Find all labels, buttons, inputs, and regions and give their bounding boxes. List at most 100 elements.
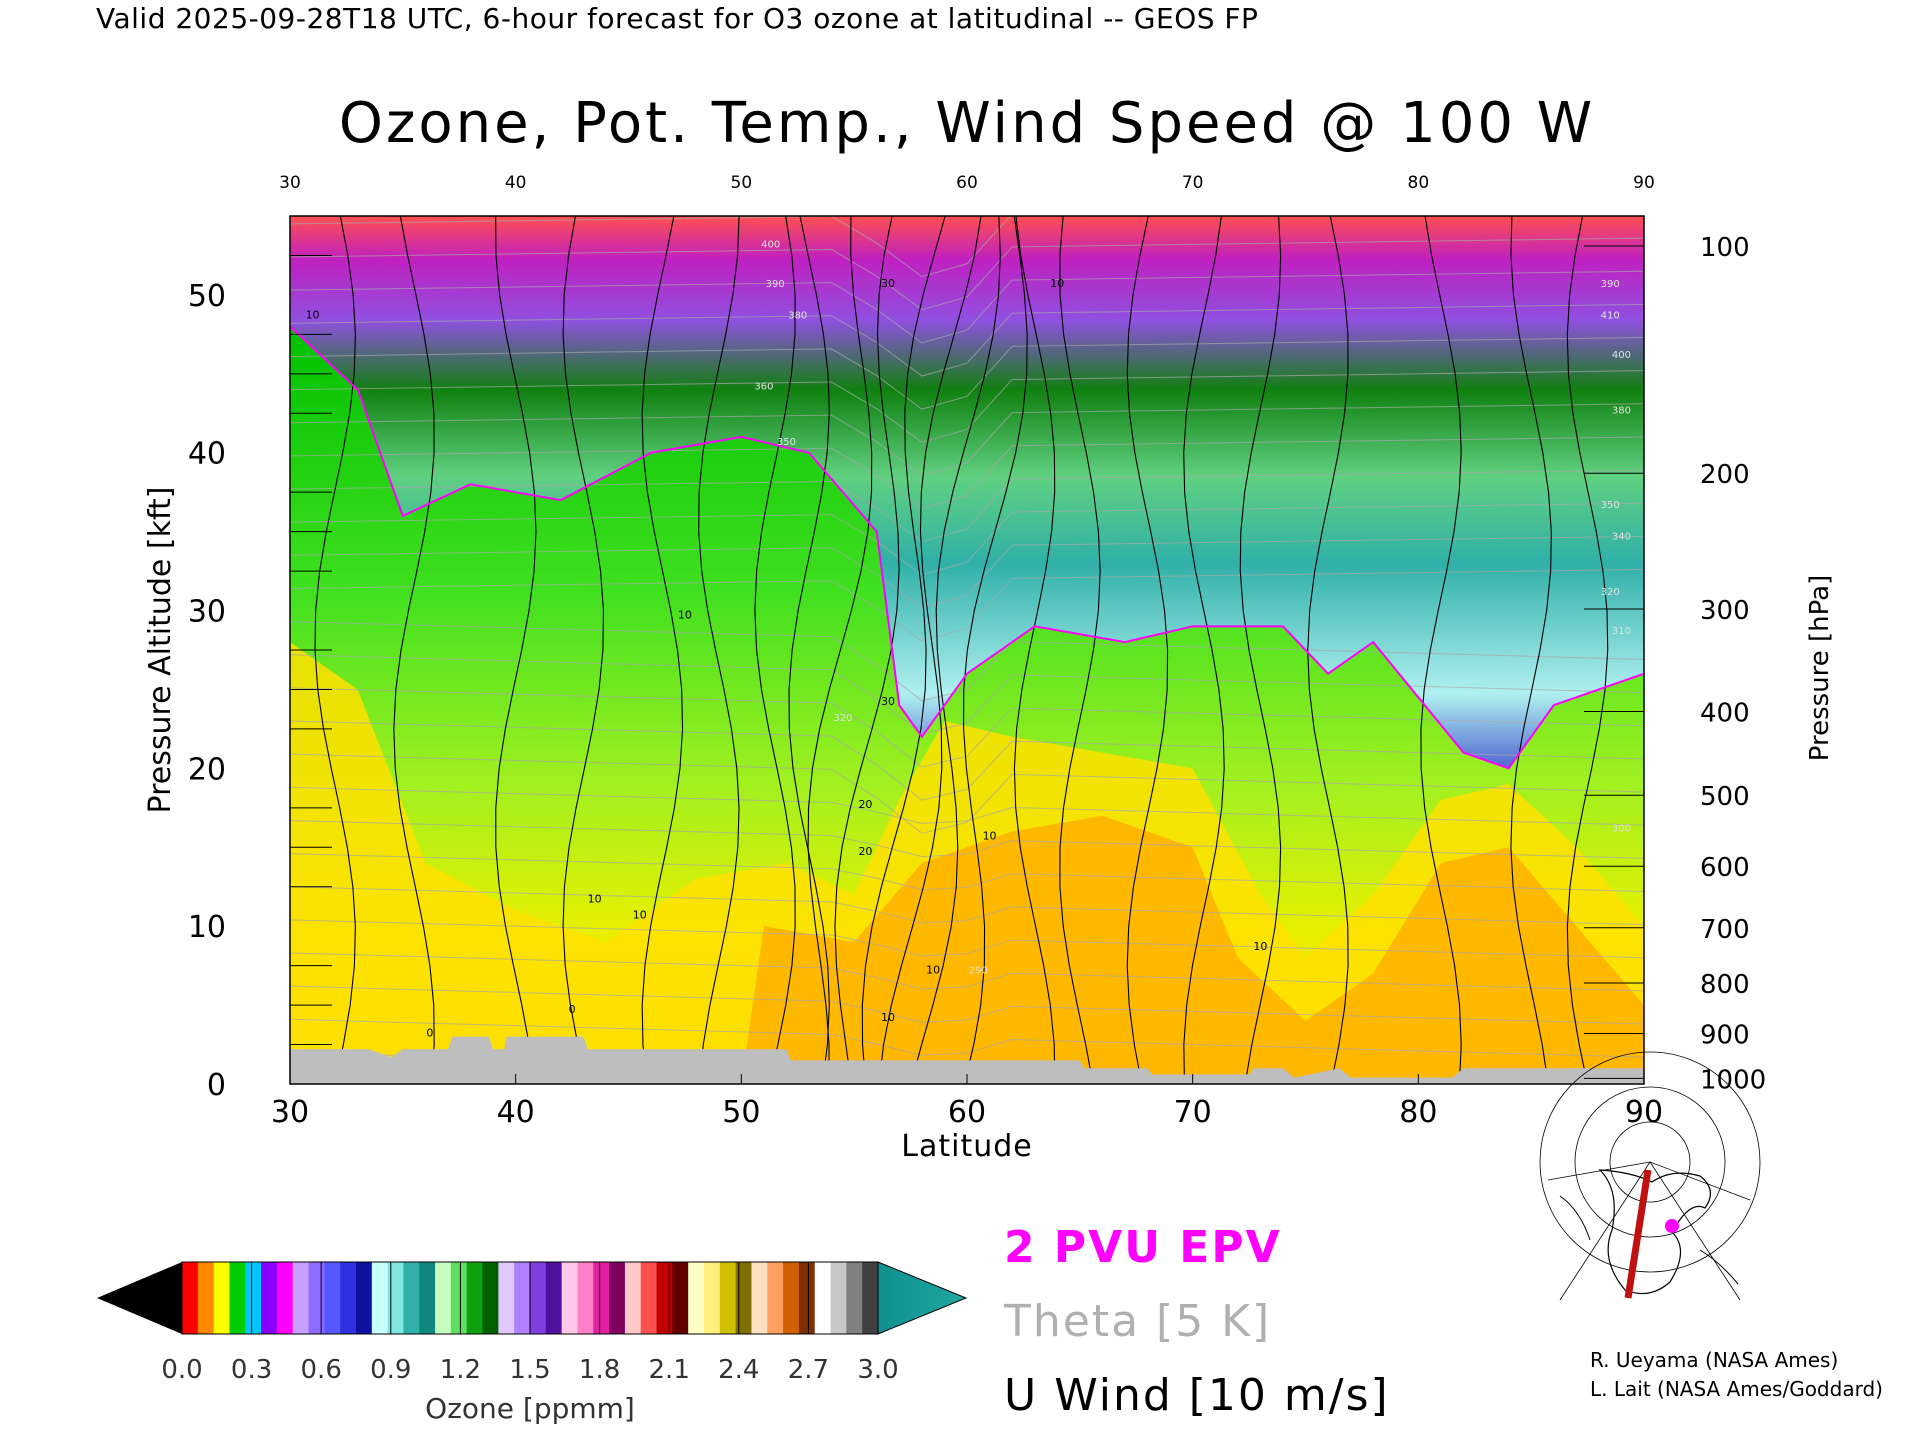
colorbar-tick-label: 2.1 [649, 1355, 690, 1385]
north-america-polar-map-icon [1539, 1051, 1761, 1310]
x-tick-label: 50 [722, 1095, 760, 1130]
colorbar-tick-label: 0.3 [231, 1355, 272, 1385]
theta-contour-label: 390 [766, 279, 785, 290]
pressure-tick-label: 500 [1700, 782, 1750, 812]
colorbar-swatch [229, 1262, 246, 1334]
wind-contour-label: 10 [588, 893, 602, 906]
theta-contour-label: 350 [777, 437, 796, 448]
colorbar-swatch [514, 1262, 531, 1334]
meridian-line [1649, 1161, 1741, 1301]
colorbar-tick-label: 2.4 [718, 1355, 759, 1385]
credit-line-1: R. Ueyama (NASA Ames) [1590, 1348, 1839, 1372]
x-top-tick-label: 60 [956, 173, 978, 193]
colorbar-swatch [735, 1262, 752, 1334]
x-tick-label: 70 [1174, 1095, 1212, 1130]
colorbar-tick-label: 3.0 [857, 1355, 898, 1385]
theta-contour-line [290, 985, 1644, 1025]
wind-contour-line [562, 216, 605, 1084]
colorbar-swatch [182, 1262, 199, 1334]
theta-contour-line [290, 436, 1644, 510]
credit-line-2: L. Lait (NASA Ames/Goddard) [1590, 1377, 1883, 1401]
colorbar-swatch [577, 1262, 594, 1334]
wind-contour-label: 10 [306, 309, 320, 322]
colorbar-swatch [276, 1262, 294, 1334]
colorbar-swatch [435, 1262, 452, 1334]
colorbar-tick-label: 1.8 [579, 1355, 620, 1385]
colorbar-swatch [387, 1262, 404, 1334]
coastline-detail [1559, 1195, 1739, 1285]
wind-contour-line [1059, 216, 1101, 1084]
wind-contour-line [807, 216, 873, 1084]
colorbar-swatch [466, 1262, 484, 1334]
wind-contour-line [1126, 216, 1169, 1084]
credits: R. Ueyama (NASA Ames) L. Lait (NASA Ames… [1590, 1346, 1883, 1404]
theta-contour-line [290, 952, 1644, 992]
x-top-tick-label: 50 [731, 173, 753, 193]
header-line: Valid 2025-09-28T18 UTC, 6-hour forecast… [96, 2, 1259, 35]
legend-entry: Theta [5 K] [1003, 1296, 1271, 1347]
theta-contour-label: 310 [1612, 626, 1631, 637]
colorbar-swatch [814, 1262, 832, 1334]
colorbar-swatch [245, 1262, 262, 1334]
colorbar-over-triangle [877, 1261, 968, 1335]
theta-contour-label: 350 [1601, 500, 1620, 511]
colorbar-swatch [324, 1262, 341, 1334]
colorbar-swatch [767, 1262, 784, 1334]
tropopause-2pvu-line [290, 325, 1644, 770]
meridian-line [1559, 1161, 1651, 1301]
wind-contour-line [495, 216, 537, 1084]
theta-contour-label: 410 [1601, 311, 1620, 322]
theta-contour-line [290, 569, 1644, 642]
latitude-circle [1539, 1051, 1761, 1273]
wind-contours [314, 216, 1609, 1084]
y-tick-label: 10 [188, 910, 226, 945]
pressure-tick-label: 600 [1700, 853, 1750, 883]
colorbar-swatch [450, 1262, 468, 1334]
colorbar-swatch [672, 1262, 689, 1334]
meridian-line [1547, 1161, 1651, 1181]
colorbar-swatch [688, 1262, 705, 1334]
location-marker [1665, 1219, 1679, 1233]
x-top-tick-label: 80 [1408, 173, 1430, 193]
pressure-tick-label: 400 [1700, 699, 1750, 729]
wind-contour-label: 0 [426, 1027, 433, 1040]
wind-contour-line [754, 216, 796, 1084]
cross-section-line [1624, 1169, 1652, 1299]
theta-contour-label: 320 [833, 713, 852, 724]
pressure-tick-label: 800 [1700, 970, 1750, 1000]
colorbar-label: Ozone [ppmm] [425, 1392, 635, 1425]
x-top-tick-label: 40 [505, 173, 527, 193]
wind-contour-line [878, 216, 982, 1084]
x-tick-label: 40 [497, 1095, 535, 1130]
pressure-tick-label: 200 [1700, 460, 1750, 490]
chart-title: Ozone, Pot. Temp., Wind Speed @ 100 W [339, 91, 1595, 156]
theta-contour-label: 360 [754, 382, 773, 393]
theta-contour-line [290, 654, 1644, 735]
wind-contour-label: 0 [569, 1003, 576, 1016]
legend-entry: U Wind [10 m/s] [1004, 1370, 1390, 1421]
pressure-tick-label: 700 [1700, 915, 1750, 945]
colorbar-swatch [719, 1262, 737, 1334]
wind-contour-label: 10 [881, 1011, 895, 1024]
colorbar-swatch [624, 1262, 642, 1334]
theta-contour-label: 340 [1612, 532, 1631, 543]
wind-contour-line [788, 216, 830, 1084]
colorbar-swatch [704, 1262, 721, 1334]
wind-contour-label: 10 [1253, 940, 1267, 953]
y-tick-label: 50 [188, 279, 226, 314]
theta-contour-label: 380 [788, 311, 807, 322]
wind-contour-line [1420, 216, 1462, 1084]
colorbar-swatch [545, 1262, 563, 1334]
latitude-circle [1609, 1121, 1691, 1203]
colorbar-swatch [308, 1262, 325, 1334]
x-tick-label: 30 [271, 1095, 309, 1130]
theta-contour-line [290, 337, 1644, 410]
colorbar-swatch [561, 1262, 578, 1334]
colorbar-tick-label: 0.6 [301, 1355, 342, 1385]
colorbar-swatch [530, 1262, 547, 1334]
pressure-tick-label: 100 [1700, 233, 1750, 263]
theta-contour-line [290, 687, 1644, 768]
colorbar-tick-label: 0.0 [161, 1355, 202, 1385]
high-latitude-orange-field [741, 815, 1644, 1084]
theta-contour-line [290, 535, 1644, 609]
